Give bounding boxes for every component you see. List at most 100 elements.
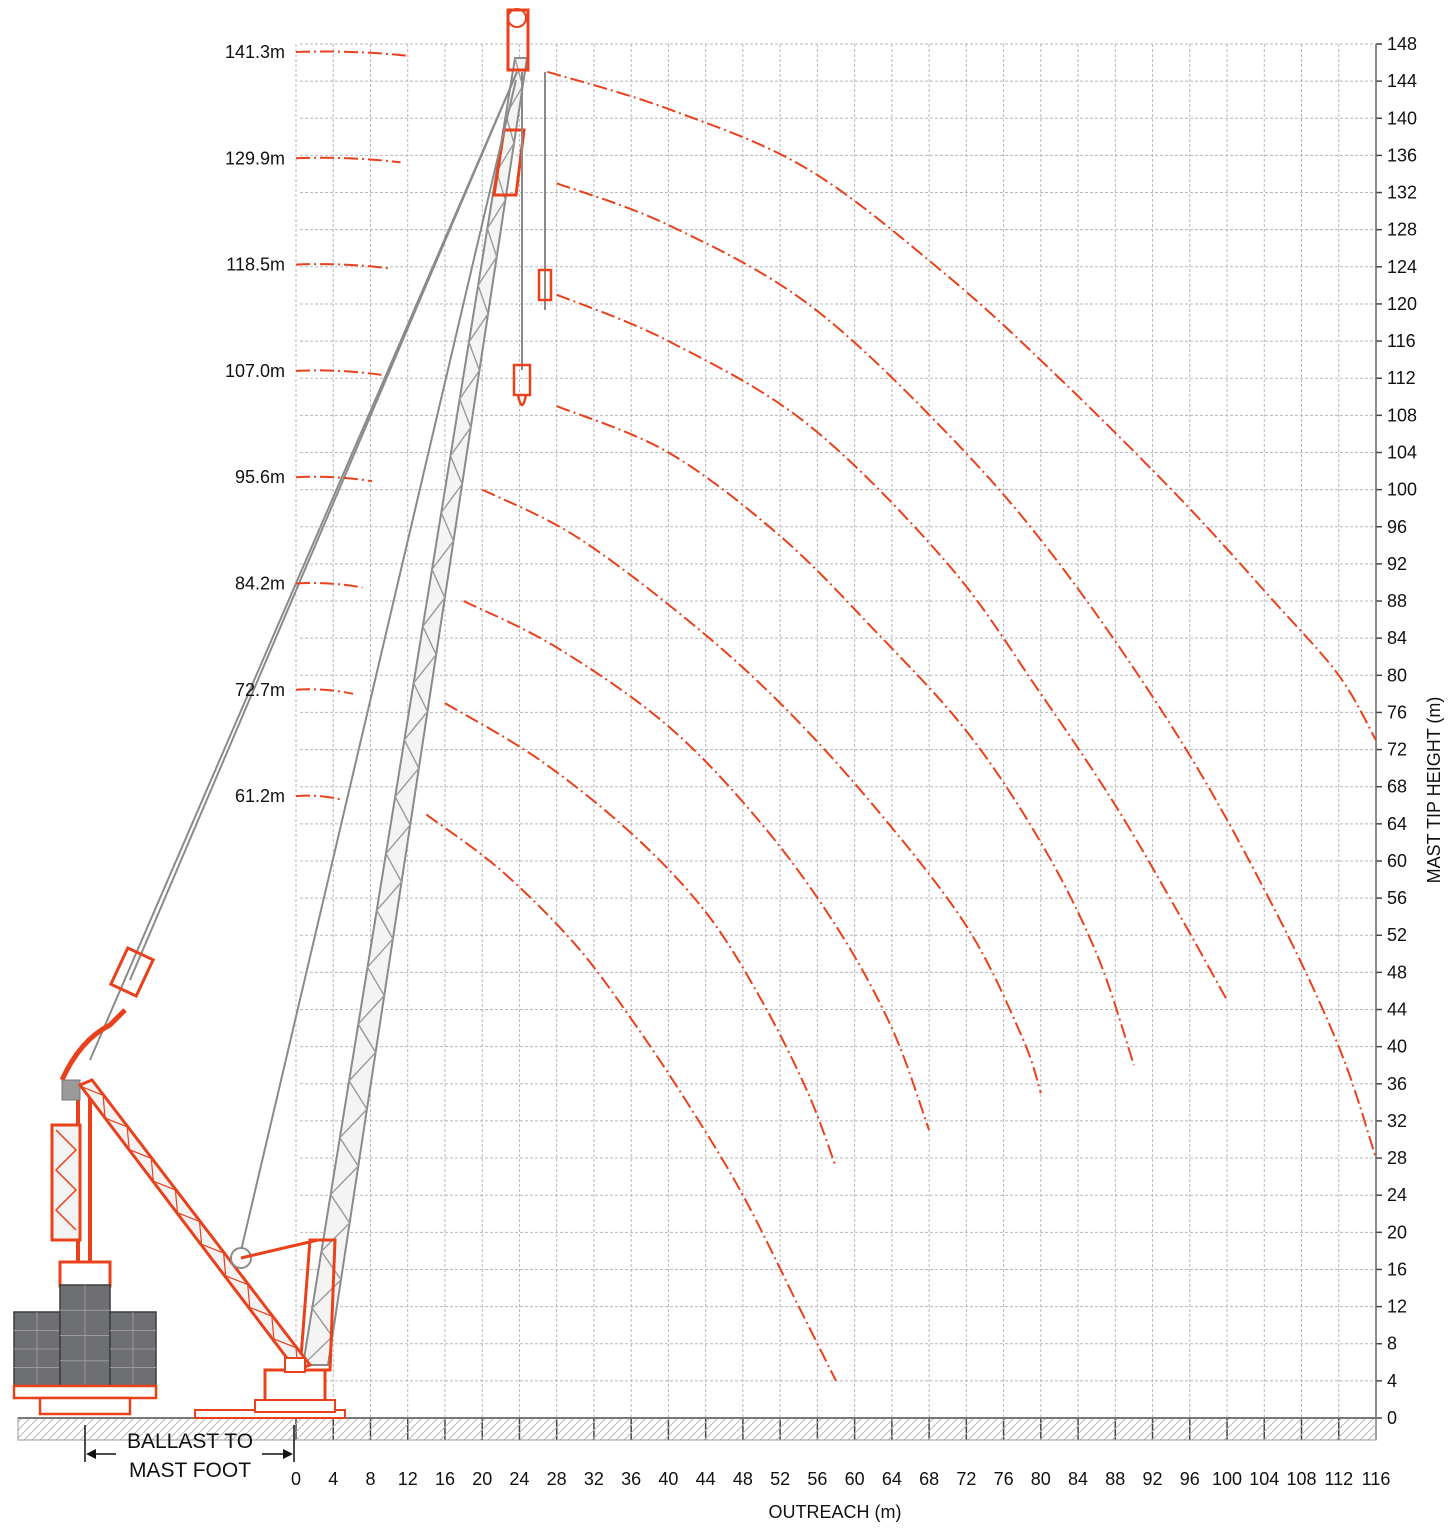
x-tick-label-13: 52 xyxy=(770,1469,790,1489)
radius-curve-6 xyxy=(444,702,837,1168)
radius-curve-1 xyxy=(556,182,1377,1159)
x-tick-label-8: 32 xyxy=(584,1469,604,1489)
y-tick-label-19: 76 xyxy=(1387,702,1407,722)
x-tick-label-2: 8 xyxy=(365,1469,375,1489)
x-axis-tick-labels: 0 4 8 12 16 20 24 28 32 36 40 44 48 52 56 60 64 68 72 76 80 8… xyxy=(291,1469,1390,1489)
ballast-annotation-line-2: MAST FOOT xyxy=(129,1459,251,1482)
x-tick-label-12: 48 xyxy=(733,1469,753,1489)
x-tick-label-27: 108 xyxy=(1286,1469,1316,1489)
mast-length-label-1: 129.9m xyxy=(225,148,285,168)
back-boom xyxy=(77,1078,319,1372)
y-tick-label-2: 8 xyxy=(1387,1334,1397,1354)
mast-length-leader-6 xyxy=(295,688,354,695)
y-tick-label-30: 120 xyxy=(1387,294,1417,314)
counterweight xyxy=(12,1260,158,1416)
x-tick-label-14: 56 xyxy=(807,1469,827,1489)
y-tick-label-26: 104 xyxy=(1387,442,1417,462)
mast-length-label-6: 72.7m xyxy=(235,680,285,700)
x-tick-label-6: 24 xyxy=(509,1469,529,1489)
y-tick-label-33: 132 xyxy=(1387,183,1417,203)
y-tick-label-20: 80 xyxy=(1387,665,1407,685)
mast-length-label-7: 61.2m xyxy=(235,786,285,806)
y-tick-label-11: 44 xyxy=(1387,1000,1407,1020)
y-tick-label-1: 4 xyxy=(1387,1371,1397,1391)
y-tick-label-25: 100 xyxy=(1387,480,1417,500)
back-boom-lattice-bracing xyxy=(80,1085,299,1371)
y-tick-label-28: 112 xyxy=(1387,368,1416,388)
x-tick-label-3: 12 xyxy=(398,1469,418,1489)
y-tick-label-27: 108 xyxy=(1387,405,1417,425)
x-tick-label-4: 16 xyxy=(435,1469,455,1489)
x-tick-label-21: 84 xyxy=(1068,1469,1088,1489)
y-tick-label-0: 0 xyxy=(1387,1408,1397,1428)
mast-length-label-2: 118.5m xyxy=(226,255,285,275)
mast-length-leader-4 xyxy=(295,475,373,483)
mast-length-leader-1 xyxy=(295,156,401,164)
y-tick-label-14: 56 xyxy=(1387,888,1407,908)
ballast-annotation-line-1: BALLAST TO xyxy=(127,1430,253,1453)
y-tick-label-17: 68 xyxy=(1387,777,1407,797)
x-tick-label-1: 4 xyxy=(328,1469,338,1489)
x-tick-label-7: 28 xyxy=(547,1469,567,1489)
x-tick-label-19: 76 xyxy=(994,1469,1014,1489)
x-tick-label-28: 112 xyxy=(1324,1469,1353,1489)
radius-curves xyxy=(425,70,1377,1382)
x-tick-label-26: 104 xyxy=(1249,1469,1279,1489)
radius-curve-3 xyxy=(556,405,1135,1066)
x-tick-label-24: 96 xyxy=(1180,1469,1200,1489)
radius-curve-5 xyxy=(463,600,931,1131)
y-tick-label-31: 124 xyxy=(1387,257,1417,277)
y-tick-label-13: 52 xyxy=(1387,925,1407,945)
x-tick-label-10: 40 xyxy=(658,1469,678,1489)
hook-block xyxy=(512,268,553,407)
x-tick-label-5: 20 xyxy=(472,1469,492,1489)
crane-base xyxy=(194,1357,346,1419)
x-tick-label-16: 64 xyxy=(882,1469,902,1489)
y-tick-label-23: 92 xyxy=(1387,554,1407,574)
mast-length-label-0: 141.3m xyxy=(225,42,285,62)
mast-length-leader-0 xyxy=(295,50,411,57)
x-tick-label-29: 116 xyxy=(1362,1469,1391,1489)
x-tick-label-9: 36 xyxy=(621,1469,641,1489)
mast-lattice-bracing xyxy=(302,57,524,1366)
x-tick-label-0: 0 xyxy=(291,1469,301,1489)
y-tick-label-35: 140 xyxy=(1387,108,1417,128)
x-axis-title: OUTREACH (m) xyxy=(769,1502,902,1522)
y-tick-label-29: 116 xyxy=(1387,331,1416,351)
radius-curve-2 xyxy=(556,293,1228,1001)
crane-illustration xyxy=(12,8,553,1419)
mast-length-label-3: 107.0m xyxy=(225,361,285,381)
x-tick-label-23: 92 xyxy=(1143,1469,1163,1489)
radius-curve-4 xyxy=(481,488,1042,1094)
x-tick-label-15: 60 xyxy=(845,1469,865,1489)
x-tick-label-11: 44 xyxy=(696,1469,716,1489)
radius-curve-0 xyxy=(547,70,1377,741)
y-tick-label-8: 32 xyxy=(1387,1111,1407,1131)
y-tick-label-21: 84 xyxy=(1387,628,1407,648)
y-tick-label-12: 48 xyxy=(1387,962,1407,982)
ballast-to-mast-foot-annotation: BALLAST TO MAST FOOT xyxy=(84,1425,295,1482)
y-tick-label-4: 16 xyxy=(1387,1259,1407,1279)
mast-length-leader-3 xyxy=(295,369,382,376)
y-tick-label-34: 136 xyxy=(1387,145,1417,165)
mast-length-label-5: 84.2m xyxy=(235,574,285,594)
y-tick-label-10: 40 xyxy=(1387,1037,1407,1057)
mast-length-labels: 141.3m 129.9m 118.5m 107.0m 95.6m 84.2m 72.7m 6… xyxy=(225,42,411,806)
y-tick-label-37: 148 xyxy=(1387,34,1417,54)
y-tick-label-24: 96 xyxy=(1387,517,1407,537)
radius-curve-7 xyxy=(425,813,837,1382)
x-tick-label-17: 68 xyxy=(919,1469,939,1489)
mast-length-leader-2 xyxy=(295,263,392,270)
x-tick-label-22: 88 xyxy=(1105,1469,1125,1489)
y-tick-label-9: 36 xyxy=(1387,1074,1407,1094)
mast-length-leader-5 xyxy=(295,582,363,589)
y-tick-label-18: 72 xyxy=(1387,740,1407,760)
y-tick-label-7: 28 xyxy=(1387,1148,1407,1168)
y-tick-label-22: 88 xyxy=(1387,591,1407,611)
y-tick-label-3: 12 xyxy=(1387,1297,1407,1317)
y-tick-label-6: 24 xyxy=(1387,1185,1407,1205)
y-axis-title: MAST TIP HEIGHT (m) xyxy=(1424,697,1444,884)
main-mast xyxy=(298,8,530,1372)
x-tick-label-20: 80 xyxy=(1031,1469,1051,1489)
